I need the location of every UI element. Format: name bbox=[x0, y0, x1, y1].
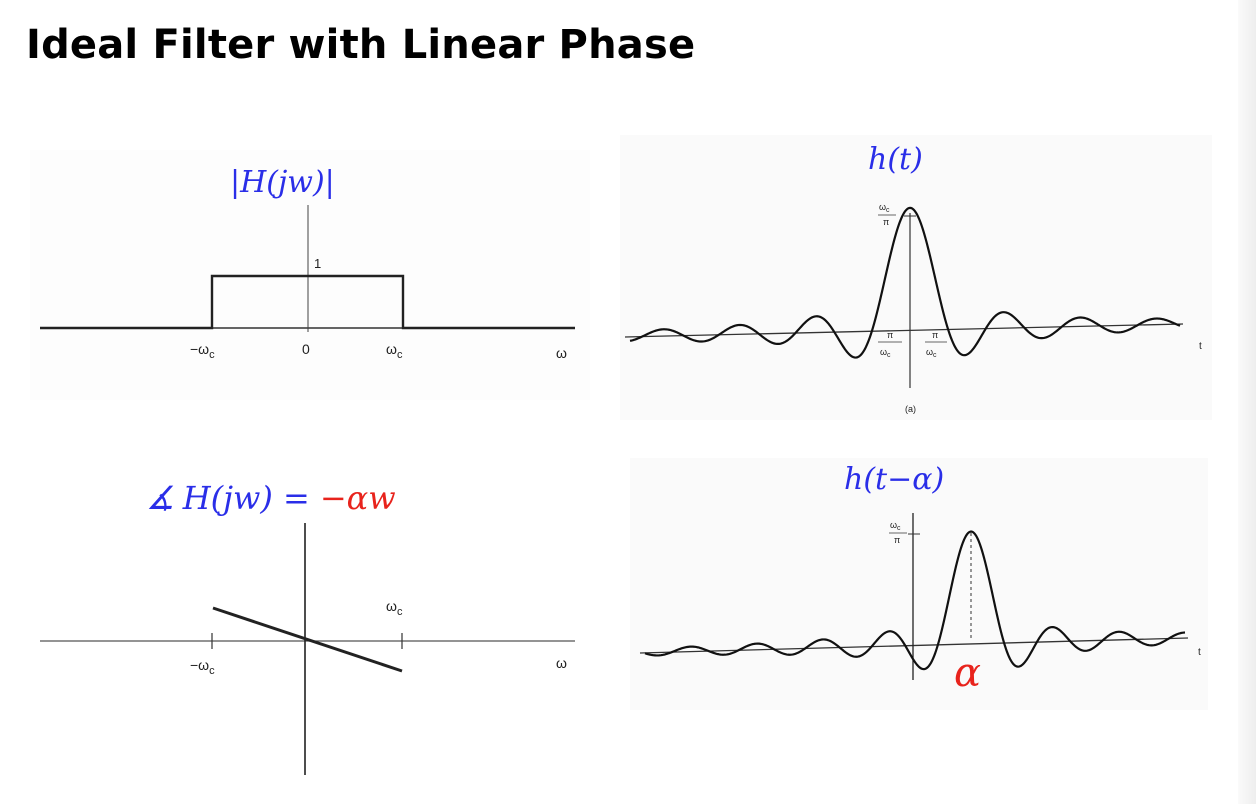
shifted-time-axis bbox=[639, 637, 1189, 654]
peak-fraction-numerator: ωc bbox=[879, 202, 890, 214]
shifted-t-label: t bbox=[1198, 647, 1201, 658]
omega-axis-label: ω bbox=[556, 345, 567, 361]
rect-magnitude-curve bbox=[40, 274, 575, 330]
zero-label: 0 bbox=[302, 341, 310, 357]
impulse-response-plot: h(t) ωc π π ωc π ωc t (a) bbox=[620, 135, 1212, 420]
sinc-curve bbox=[629, 206, 1181, 359]
neg-wc-label: −ωc bbox=[190, 341, 215, 361]
magnitude-plot: |H(jw)| 1 −ωc 0 ωc ω bbox=[30, 150, 590, 400]
figure-caption: (a) bbox=[905, 404, 916, 414]
right-zero-denominator: ωc bbox=[926, 347, 937, 359]
slide-title: Ideal Filter with Linear Phase bbox=[26, 22, 696, 68]
left-zero-numerator: π bbox=[887, 330, 893, 340]
magnitude-label: |H(jw)| bbox=[230, 165, 335, 200]
shifted-sinc-curve bbox=[644, 530, 1186, 671]
edge-shadow bbox=[1238, 0, 1256, 804]
impulse-label: h(t) bbox=[868, 142, 923, 177]
shifted-peak-numerator: ωc bbox=[890, 520, 901, 532]
impulse-t-label: t bbox=[1199, 341, 1202, 352]
shifted-label: h(t−α) bbox=[844, 462, 944, 497]
unity-level-label: 1 bbox=[314, 256, 321, 271]
peak-fraction-denominator: π bbox=[883, 217, 889, 227]
phase-plot: ∡ H(jw) = −αw ωc −ωc ω bbox=[30, 465, 590, 785]
wc-label: ωc bbox=[386, 341, 403, 361]
shifted-response-plot: h(t−α) ωc π α t bbox=[630, 458, 1208, 710]
phase-omega-label: ω bbox=[556, 655, 567, 671]
alpha-delay-label: α bbox=[954, 650, 981, 696]
phase-neg-wc-label: −ωc bbox=[190, 657, 215, 677]
phase-equation: ∡ H(jw) = −αw bbox=[146, 479, 396, 517]
shifted-peak-denominator: π bbox=[894, 535, 900, 545]
right-zero-numerator: π bbox=[932, 330, 938, 340]
linear-phase-line bbox=[212, 606, 403, 673]
left-zero-denominator: ωc bbox=[880, 347, 891, 359]
phase-wc-label: ωc bbox=[386, 598, 403, 618]
